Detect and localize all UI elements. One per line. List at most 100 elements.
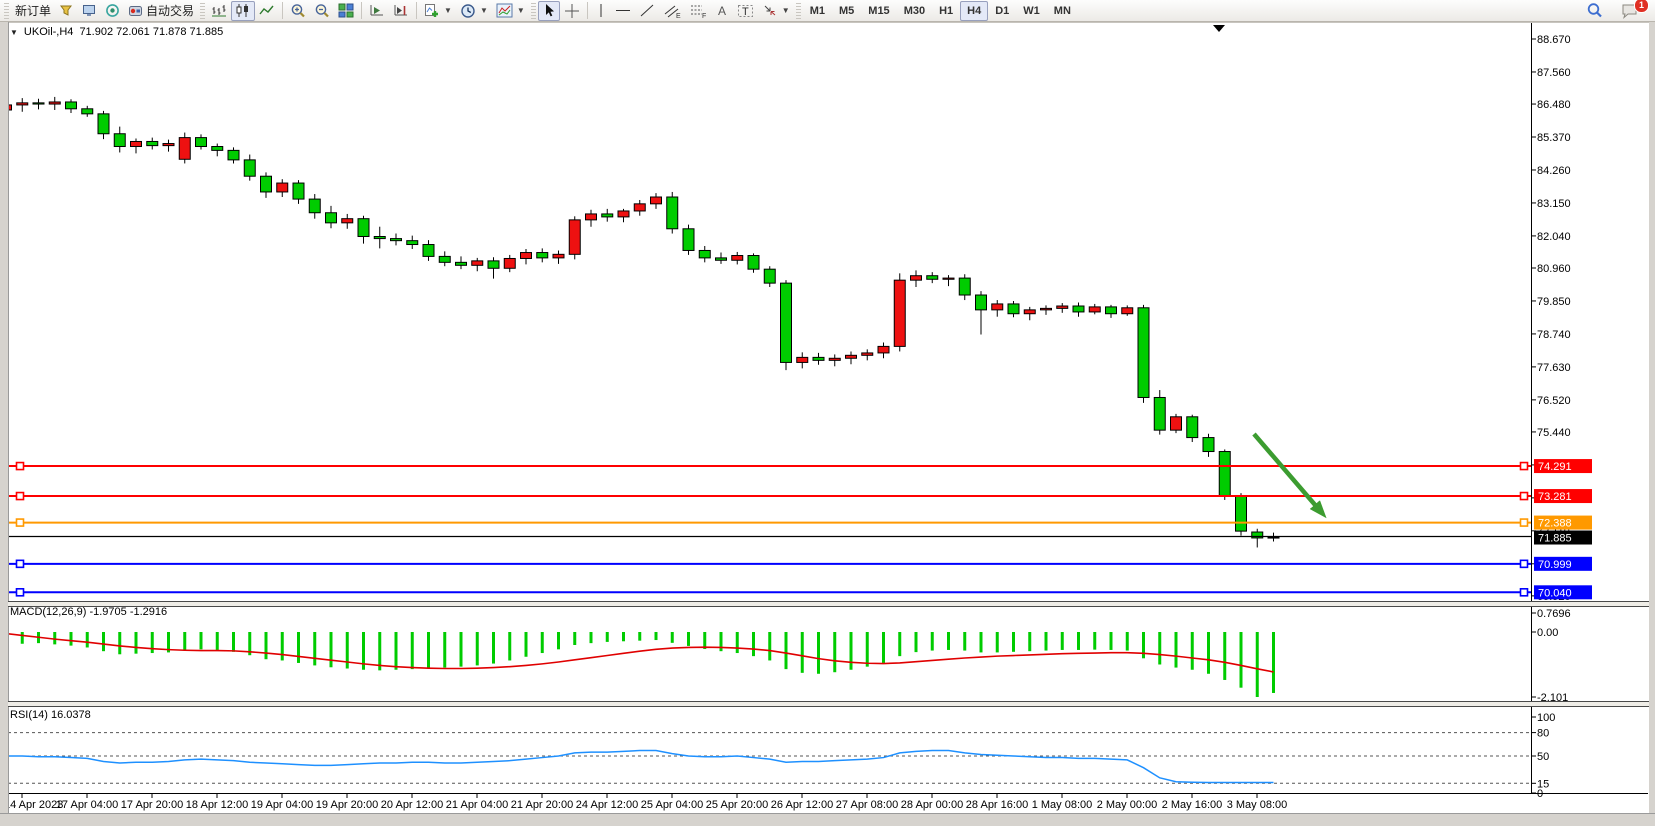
horizontal-lines: 74.291 73.281 72.388 70.999 70.040 71.885 [8,459,1592,600]
templates-button[interactable]: ▼ [492,1,529,21]
periods-button[interactable]: ▼ [456,1,492,21]
pane-splitter-macd[interactable] [8,601,1649,607]
text-tool-button[interactable]: A [711,1,733,21]
autotrading-button[interactable]: 自动交易 [124,1,198,21]
chart-shift-button[interactable] [389,1,413,21]
svg-text:T: T [742,6,749,18]
svg-text:14 Apr 2023: 14 Apr 2023 [4,799,63,811]
window-frame-left [0,22,9,813]
svg-text:88.670: 88.670 [1537,34,1571,46]
fibonacci-tool-button[interactable]: F [685,1,711,21]
timeframe-group: M1 M5 M15 M30 H1 H4 D1 W1 MN [803,0,1078,21]
chart-line-button[interactable] [255,1,279,21]
auto-scroll-button[interactable] [365,1,389,21]
autotrading-icon [128,3,143,18]
svg-text:82.040: 82.040 [1537,231,1571,243]
timeframe-button-D1[interactable]: D1 [995,4,1010,17]
metaeditor-button[interactable] [55,1,78,21]
timeframe-button-W1[interactable]: W1 [1023,4,1040,17]
svg-text:100: 100 [1537,712,1555,724]
timeframe-button-H4[interactable]: H4 [960,0,989,21]
chart-symbol-label: UKOil-,H4 [23,26,74,38]
toolbar-grip [200,2,206,19]
main-toolbar: 新订单 自动交易 ▼ ▼ [0,0,1655,22]
zoom-in-icon [290,3,306,19]
notifications-button[interactable]: 1 [1617,0,1649,21]
auto-scroll-icon [369,3,385,18]
chart-bars-button[interactable] [207,1,231,21]
timeframe-button-MN[interactable]: MN [1053,4,1071,17]
timeframe-button-H1[interactable]: H1 [939,4,954,17]
terminal-button[interactable] [78,1,101,21]
vertical-line-tool-button[interactable] [591,1,611,21]
new-order-button[interactable]: 新订单 [11,1,55,21]
search-button[interactable] [1582,1,1607,21]
svg-text:19 Apr 20:00: 19 Apr 20:00 [316,799,378,811]
timeframe-button-M5[interactable]: M5 [839,4,855,17]
cursor-button[interactable] [537,0,560,21]
line-chart-icon [259,3,275,18]
svg-text:77.630: 77.630 [1537,362,1571,374]
chevron-down-icon: ▼ [444,6,452,15]
toolbar-separator [586,2,588,19]
vertical-line-icon [595,3,607,18]
channel-tool-button[interactable]: E [659,1,685,21]
chart-candles-button[interactable] [231,0,256,21]
indicators-button[interactable]: ▼ [420,1,456,21]
svg-text:0: 0 [1537,788,1543,800]
svg-text:25 Apr 04:00: 25 Apr 04:00 [641,799,703,811]
chart-quote-label: 71.902 72.061 71.878 71.885 [79,26,224,38]
chevron-down-icon: ▼ [479,6,488,15]
svg-text:17 Apr 20:00: 17 Apr 20:00 [121,799,183,811]
signals-button[interactable] [101,1,124,21]
pane-splitter-rsi[interactable] [8,701,1649,707]
svg-text:E: E [676,13,681,19]
svg-text:25 Apr 20:00: 25 Apr 20:00 [706,799,768,811]
svg-text:2 May 00:00: 2 May 00:00 [1097,799,1158,811]
svg-text:A: A [718,4,726,18]
candles [0,96,1280,548]
toolbar-separator [282,2,284,19]
horizontal-line-tool-button[interactable] [611,1,635,21]
svg-text:2 May 16:00: 2 May 16:00 [1162,799,1223,811]
rsi-pane: 100 80 50 150 [6,712,1555,800]
text-icon: A [715,3,729,18]
svg-text:72.388: 72.388 [1538,518,1572,530]
timeframe-button-M30[interactable]: M30 [903,4,926,17]
one-click-panel-toggle[interactable]: ▼ [10,27,18,37]
svg-text:18 Apr 12:00: 18 Apr 12:00 [186,799,248,811]
text-label-tool-button[interactable]: T [733,1,758,21]
timeframe-button-M15[interactable]: M15 [868,4,890,17]
window-frame-bottom [0,813,1655,826]
svg-text:70.999: 70.999 [1538,559,1572,571]
notification-badge: 1 [1634,0,1649,13]
arrows-tool-button[interactable]: ▼ [758,1,794,21]
timeframe-button-M1[interactable]: M1 [809,4,825,17]
scroll-marker [1213,25,1225,32]
svg-text:83.150: 83.150 [1537,198,1571,210]
zoom-in-button[interactable] [286,1,310,21]
trendline-tool-button[interactable] [635,1,659,21]
svg-text:17 Apr 04:00: 17 Apr 04:00 [56,799,118,811]
toolbar-grip [795,2,801,19]
zoom-out-button[interactable] [310,1,334,21]
svg-text:20 Apr 12:00: 20 Apr 12:00 [381,799,443,811]
cursor-arrow-icon [542,3,556,18]
svg-text:21 Apr 20:00: 21 Apr 20:00 [511,799,573,811]
toolbar-grip [4,2,9,19]
add-indicator-icon [424,3,440,19]
svg-text:85.370: 85.370 [1537,132,1571,144]
svg-text:71.885: 71.885 [1538,533,1572,545]
crosshair-button[interactable] [560,1,584,21]
equidistant-channel-icon: E [663,3,681,19]
toolbar-separator [416,2,418,19]
svg-text:1 May 08:00: 1 May 08:00 [1032,799,1093,811]
svg-text:24 Apr 12:00: 24 Apr 12:00 [576,799,638,811]
tile-windows-button[interactable] [334,1,358,21]
svg-text:0.7696: 0.7696 [1537,608,1571,620]
metaeditor-icon [59,3,74,18]
svg-text:80.960: 80.960 [1537,263,1571,275]
window-frame-right [1649,22,1655,813]
